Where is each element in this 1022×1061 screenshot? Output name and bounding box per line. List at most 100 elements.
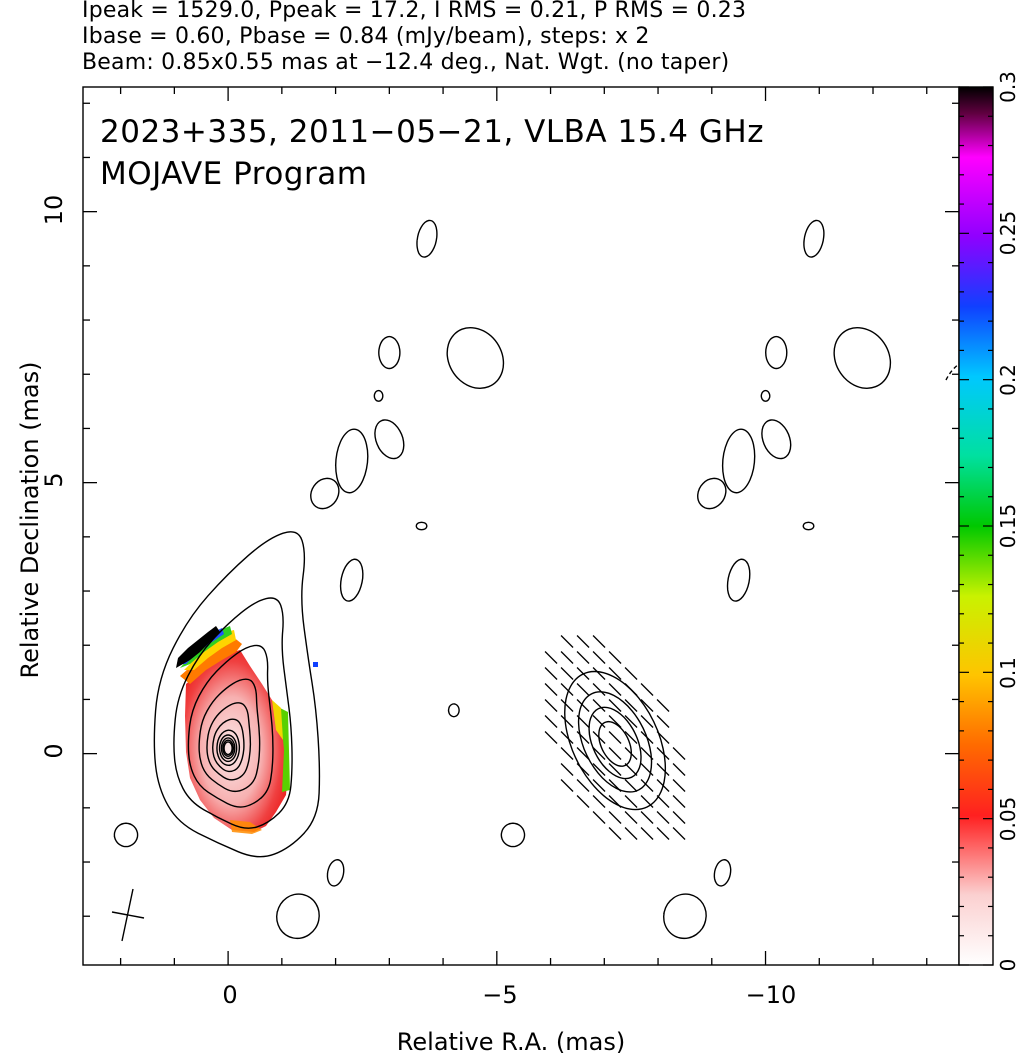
evpa-tick — [592, 811, 606, 824]
contour-line — [153, 531, 321, 858]
contour-blob — [713, 859, 732, 887]
evpa-tick — [592, 763, 606, 776]
evpa-tick — [576, 779, 590, 792]
evpa-tick — [608, 763, 622, 776]
evpa-tick — [640, 779, 654, 792]
contour-blob — [334, 428, 369, 494]
contour-blob — [446, 327, 505, 389]
evpa-tick — [640, 827, 654, 840]
contour-line — [216, 729, 241, 767]
colorbar-tick-label: 0.05 — [996, 797, 1020, 842]
evpa-tick — [592, 635, 606, 648]
evpa-tick — [672, 795, 686, 808]
contour-blob — [721, 428, 756, 494]
contour-blob — [339, 558, 364, 602]
evpa-tick — [656, 795, 670, 808]
evpa-tick — [672, 811, 686, 824]
y-tick-label: 5 — [40, 472, 68, 487]
y-tick-label: 0 — [40, 743, 68, 758]
evpa-tick — [640, 715, 654, 728]
evpa-tick — [560, 635, 574, 648]
evpa-tick — [576, 715, 590, 728]
evpa-tick — [592, 667, 606, 680]
evpa-tick — [576, 763, 590, 776]
evpa-tick — [560, 731, 574, 744]
colorbar-ticks — [959, 86, 993, 966]
fpol-green-edge — [280, 708, 290, 792]
evpa-tick — [608, 699, 622, 712]
evpa-tick — [560, 715, 574, 728]
contour-line — [588, 706, 642, 780]
evpa-tick — [656, 827, 670, 840]
evpa-tick — [608, 779, 622, 792]
colorbar-tick-label: 0.25 — [996, 211, 1020, 256]
evpa-tick — [656, 731, 670, 744]
evpa-tick — [608, 827, 622, 840]
evpa-tick — [672, 779, 686, 792]
evpa-tick — [560, 763, 574, 776]
contour-line — [218, 734, 238, 763]
evpa-tick — [560, 667, 574, 680]
x-tick-label: 0 — [222, 981, 237, 1009]
evpa-tick — [656, 779, 670, 792]
evpa-tick — [640, 795, 654, 808]
evpa-tick — [592, 731, 606, 744]
contour-blob — [416, 219, 438, 258]
header-line-1: Ipeak = 1529.0, Ppeak = 17.2, I RMS = 0.… — [82, 0, 747, 23]
contour-blob — [833, 327, 892, 389]
evpa-tick — [672, 827, 686, 840]
evpa-tick — [656, 763, 670, 776]
contour-blob — [802, 521, 815, 531]
evpa-tick — [624, 795, 638, 808]
evpa-tick — [624, 731, 638, 744]
chart-subtitle: MOJAVE Program — [100, 156, 367, 192]
contour-blob — [374, 419, 405, 460]
polarization-colormap — [176, 626, 318, 834]
negative-contour — [945, 363, 959, 381]
axis-ticks — [83, 87, 959, 965]
evpa-tick — [640, 699, 654, 712]
evpa-tick — [560, 699, 574, 712]
x-axis-label: Relative R.A. (mas) — [396, 1028, 626, 1056]
evpa-tick — [608, 731, 622, 744]
evpa-tick — [576, 747, 590, 760]
evpa-tick — [640, 763, 654, 776]
contour-blob — [500, 822, 526, 848]
plot-frame — [82, 86, 960, 966]
evpa-tick — [624, 779, 638, 792]
fpol-orange-edge — [230, 820, 262, 834]
evpa-tick — [576, 731, 590, 744]
evpa-tick — [544, 699, 558, 712]
evpa-tick — [608, 683, 622, 696]
contour-blob — [276, 893, 320, 940]
evpa-tick — [608, 795, 622, 808]
evpa-tick — [624, 683, 638, 696]
evpa-tick — [672, 763, 686, 776]
contour-line — [223, 741, 233, 756]
contour-blob — [765, 335, 788, 370]
header-line-2: Ibase = 0.60, Pbase = 0.84 (mJy/beam), s… — [82, 24, 650, 49]
contour-blob — [310, 477, 340, 510]
evpa-tick — [576, 795, 590, 808]
evpa-tick — [592, 699, 606, 712]
contour-blob — [373, 389, 384, 402]
evpa-tick — [592, 779, 606, 792]
evpa-tick — [592, 683, 606, 696]
evpa-tick — [672, 747, 686, 760]
evpa-tick — [624, 667, 638, 680]
contour-blob — [447, 703, 460, 718]
evpa-tick — [544, 715, 558, 728]
contours — [113, 219, 959, 940]
evpa-tick — [608, 747, 622, 760]
colorbar-tick-label: 0.2 — [996, 364, 1020, 396]
fpol-core-region — [185, 650, 288, 832]
evpa-tick — [592, 795, 606, 808]
evpa-tick — [640, 811, 654, 824]
evpa-tick — [576, 635, 590, 648]
contour-line — [222, 739, 235, 757]
contour-blob — [378, 335, 401, 370]
evpa-tick — [592, 651, 606, 664]
evpa-tick — [560, 747, 574, 760]
evpa-tick — [624, 811, 638, 824]
